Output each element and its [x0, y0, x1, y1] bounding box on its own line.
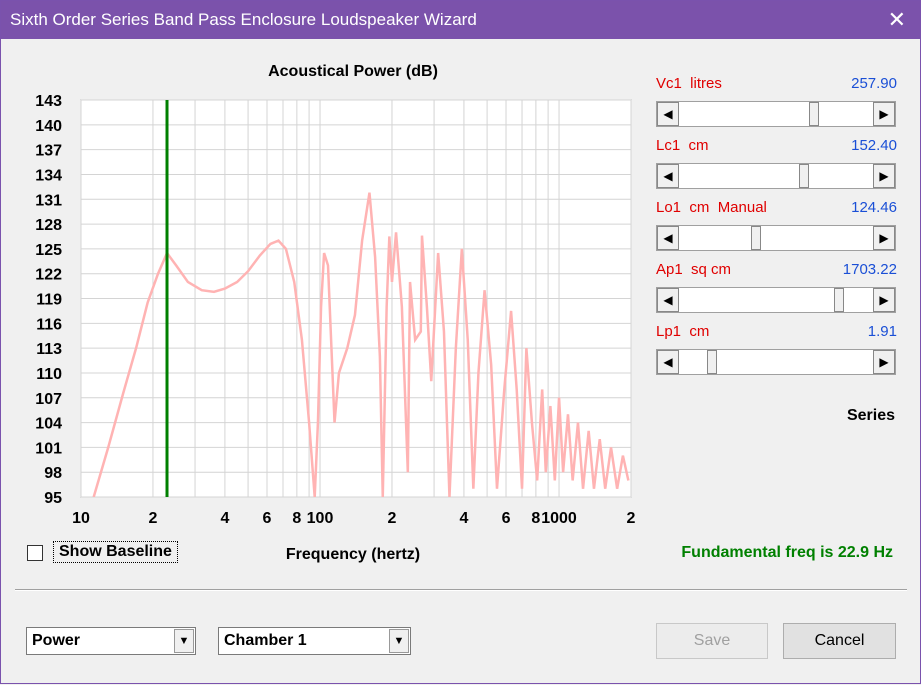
scrollbar[interactable]: ◀ ▶	[656, 287, 896, 313]
x-tick-label: 100	[307, 510, 334, 527]
y-tick-label: 140	[35, 118, 62, 135]
dropdown[interactable]: Chamber 1 ▼	[218, 627, 411, 655]
y-tick-label: 137	[35, 143, 62, 160]
scrollbar[interactable]: ◀ ▶	[656, 101, 896, 127]
dropdown-text: Chamber 1	[224, 632, 307, 649]
parameter-label: Vc1 litres	[656, 75, 722, 92]
scroll-right[interactable]: ▶	[873, 350, 895, 374]
close-button[interactable]: ✕	[887, 7, 906, 32]
scrollbar[interactable]: ◀ ▶	[656, 225, 896, 251]
y-tick-label: 98	[44, 465, 62, 482]
x-tick-label: 4	[459, 510, 468, 527]
y-tick-label: 95	[44, 490, 62, 507]
y-tick-label: 101	[35, 440, 62, 457]
y-tick-label: 110	[36, 366, 62, 383]
dropdown-arrow[interactable]: ▼	[174, 629, 194, 653]
x-tick-label: 2	[388, 510, 397, 527]
y-tick-label: 122	[35, 267, 62, 284]
y-tick-label: 119	[36, 292, 62, 309]
data-line	[92, 192, 630, 497]
x-tick-label: 4	[220, 510, 229, 527]
x-tick-label: 1000	[541, 510, 577, 527]
baseline-label[interactable]: Show Baseline	[53, 541, 178, 563]
parameter-label: Ap1 sq cm	[656, 261, 732, 278]
parameter-value: 1703.22	[842, 261, 897, 278]
x-axis-label: Frequency (hertz)	[286, 546, 420, 563]
scroll-right[interactable]: ▶	[873, 288, 895, 312]
scroll-left[interactable]: ◀	[657, 102, 679, 126]
x-tick-label: 2	[627, 510, 636, 527]
y-tick-label: 125	[35, 242, 62, 259]
y-tick-label: 113	[36, 341, 62, 358]
scroll-thumb[interactable]	[751, 226, 761, 250]
scroll-thumb[interactable]	[707, 350, 717, 374]
chart-title: Acoustical Power (dB)	[268, 63, 438, 80]
scroll-left[interactable]: ◀	[657, 350, 679, 374]
x-tick-label: 8	[531, 510, 540, 527]
scroll-right[interactable]: ▶	[873, 226, 895, 250]
scroll-thumb[interactable]	[809, 102, 819, 126]
parameter-value: 1.91	[867, 323, 897, 340]
y-tick-label: 107	[35, 391, 62, 408]
y-tick-label: 134	[35, 167, 62, 184]
mode-label: Series	[846, 407, 895, 424]
scroll-left[interactable]: ◀	[657, 288, 679, 312]
separator	[15, 589, 907, 591]
baseline-checkbox[interactable]	[27, 545, 43, 561]
y-tick-label: 128	[35, 217, 62, 234]
scrollbar[interactable]: ◀ ▶	[656, 163, 896, 189]
scrollbar[interactable]: ◀ ▶	[656, 349, 896, 375]
scroll-left[interactable]: ◀	[657, 164, 679, 188]
x-tick-label: 8	[292, 510, 301, 527]
y-tick-label: 104	[35, 416, 62, 433]
scroll-thumb[interactable]	[799, 164, 809, 188]
title-bar: Sixth Order Series Band Pass Enclosure L…	[1, 1, 920, 39]
y-tick-label: 131	[35, 192, 62, 209]
scroll-right[interactable]: ▶	[873, 102, 895, 126]
dropdown[interactable]: Power ▼	[26, 627, 196, 655]
dropdown-arrow[interactable]: ▼	[389, 629, 409, 653]
parameter-label: Lp1 cm	[656, 323, 710, 340]
parameter-value: 152.40	[851, 137, 897, 154]
save-button: Save	[656, 623, 768, 659]
scroll-left[interactable]: ◀	[657, 226, 679, 250]
parameter-label: Lc1 cm	[656, 137, 709, 154]
scroll-right[interactable]: ▶	[873, 164, 895, 188]
cancel-button[interactable]: Cancel	[783, 623, 896, 659]
parameter-value: 124.46	[851, 199, 897, 216]
x-tick-label: 6	[263, 510, 272, 527]
x-tick-label: 6	[502, 510, 511, 527]
scroll-thumb[interactable]	[834, 288, 844, 312]
y-tick-label: 116	[36, 316, 62, 333]
parameter-label: Lo1 cm Manual	[656, 199, 767, 216]
dropdown-text: Power	[32, 632, 81, 649]
x-tick-label: 10	[72, 510, 90, 527]
x-tick-label: 2	[149, 510, 158, 527]
y-tick-label: 143	[35, 93, 62, 110]
status-text: Fundamental freq is 22.9 Hz	[681, 544, 893, 561]
window-title: Sixth Order Series Band Pass Enclosure L…	[10, 10, 477, 29]
parameter-value: 257.90	[851, 75, 897, 92]
